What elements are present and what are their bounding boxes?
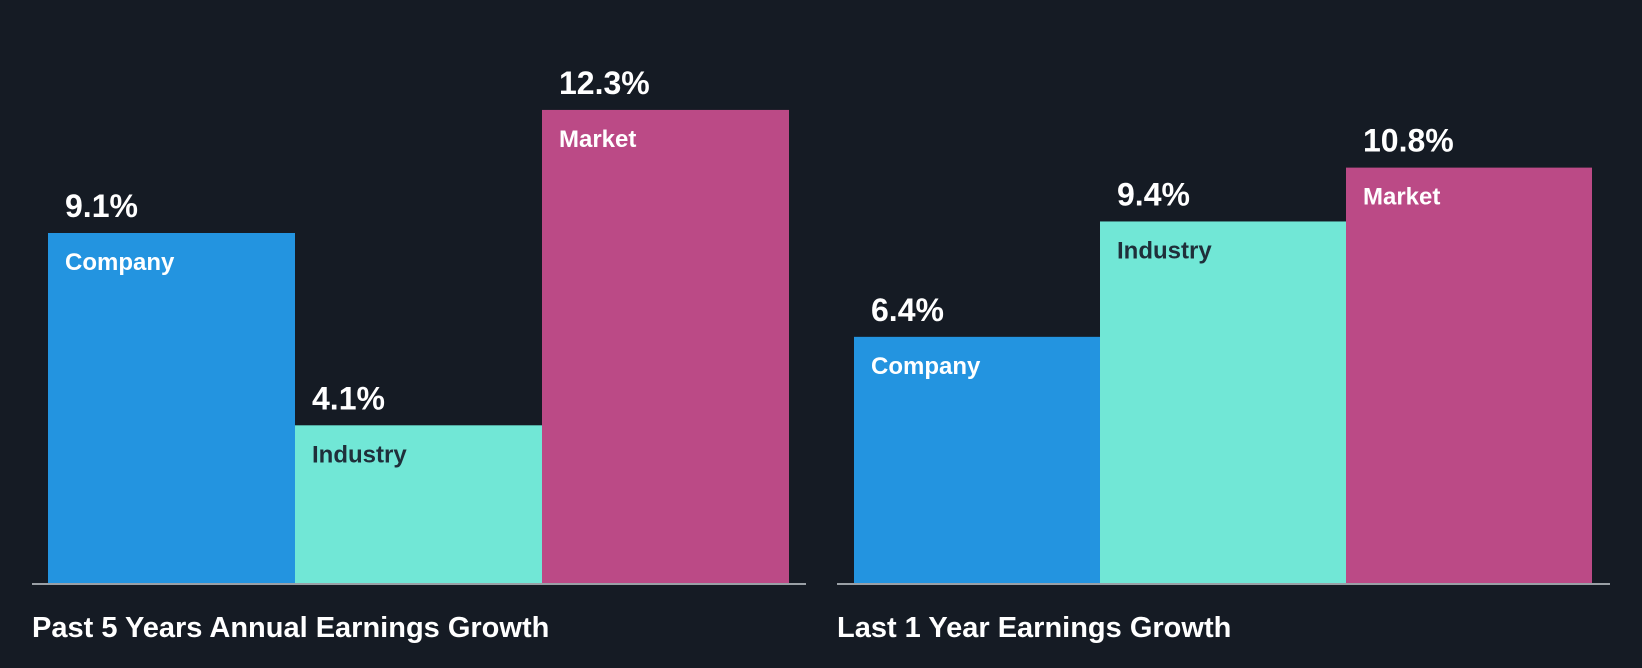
last-1-year-chart: 6.4% Company 9.4% Industry 10.8% Market Last … [837,123,1610,644]
past-5-years-chart: 9.1% Company 4.1% Industry 12.3% Market Past … [32,65,806,644]
category-label: Market [559,126,636,153]
bar-industry [295,425,542,583]
category-label: Market [1363,184,1440,211]
bar-market [542,109,789,583]
category-label: Company [65,249,175,276]
chart-title: Last 1 Year Earnings Growth [837,612,1231,644]
bar-company [854,336,1100,583]
category-label: Industry [1117,237,1212,264]
chart-title: Past 5 Years Annual Earnings Growth [32,612,549,644]
value-label: 9.1% [65,188,138,224]
value-label: 6.4% [871,292,944,328]
value-label: 9.4% [1117,176,1190,212]
category-label: Industry [312,441,407,468]
value-label: 4.1% [312,380,385,416]
value-label: 12.3% [559,65,650,101]
bar-company [48,233,295,583]
category-label: Company [871,353,981,380]
bar-industry [1100,221,1346,583]
bar-market [1346,167,1592,583]
value-label: 10.8% [1363,123,1454,159]
